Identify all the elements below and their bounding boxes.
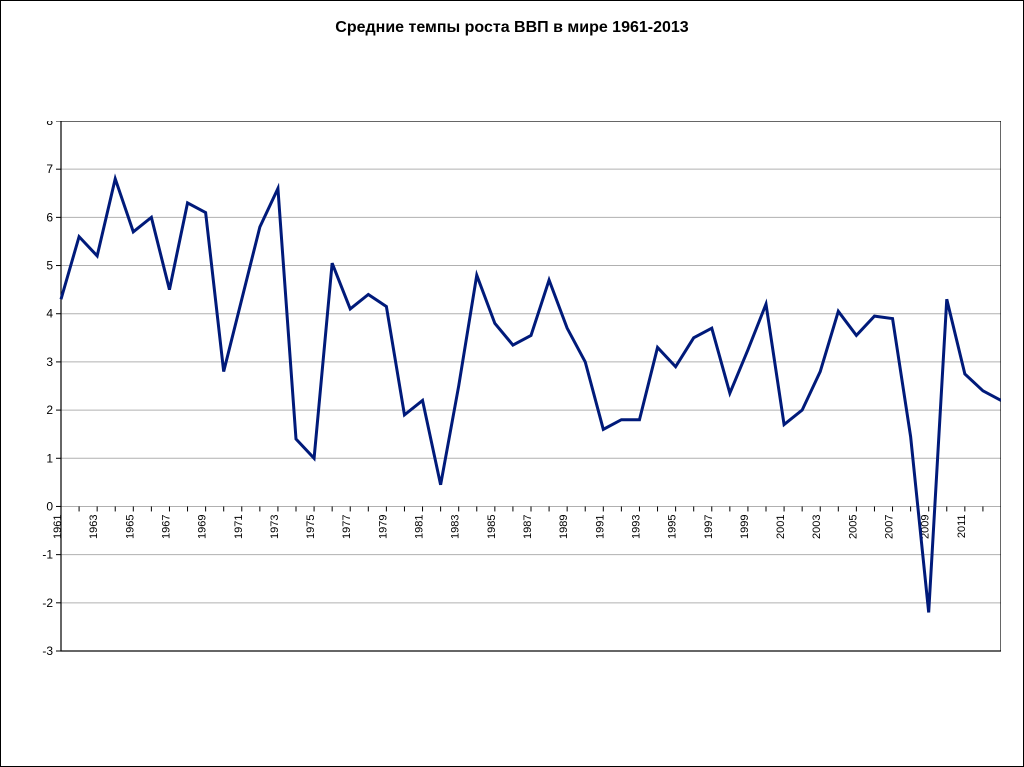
svg-text:1973: 1973 [269, 514, 281, 538]
svg-text:1979: 1979 [377, 514, 389, 538]
svg-text:2001: 2001 [775, 514, 787, 538]
svg-text:1995: 1995 [667, 514, 679, 538]
svg-text:1977: 1977 [341, 514, 353, 538]
svg-text:1967: 1967 [160, 514, 172, 538]
svg-text:2007: 2007 [884, 514, 896, 538]
svg-text:6: 6 [46, 210, 53, 224]
svg-text:7: 7 [46, 162, 53, 176]
svg-text:1999: 1999 [739, 514, 751, 538]
svg-text:-1: -1 [42, 548, 53, 562]
svg-text:2003: 2003 [811, 514, 823, 538]
svg-text:2: 2 [46, 403, 53, 417]
svg-text:8: 8 [46, 121, 53, 128]
chart-title: Средние темпы роста ВВП в мире 1961-2013 [1, 19, 1023, 37]
svg-text:1991: 1991 [594, 514, 606, 538]
svg-text:4: 4 [46, 307, 53, 321]
svg-text:1969: 1969 [197, 514, 209, 538]
svg-text:2011: 2011 [956, 514, 968, 538]
svg-text:1: 1 [46, 451, 53, 465]
svg-text:1993: 1993 [630, 514, 642, 538]
svg-text:1987: 1987 [522, 514, 534, 538]
svg-text:1961: 1961 [52, 514, 64, 538]
svg-text:-3: -3 [42, 644, 53, 658]
svg-text:1963: 1963 [88, 514, 100, 538]
svg-text:2005: 2005 [847, 514, 859, 538]
svg-text:-2: -2 [42, 596, 53, 610]
svg-text:1975: 1975 [305, 514, 317, 538]
svg-text:3: 3 [46, 355, 53, 369]
line-chart-svg: -3 -2 -1 0 1 2 3 4 5 6 7 8 1961 1963 1965 1967 1969 1971 1… [31, 121, 1001, 711]
svg-text:1983: 1983 [450, 514, 462, 538]
svg-text:1997: 1997 [703, 514, 715, 538]
svg-text:0: 0 [46, 499, 53, 513]
chart-page: Средние темпы роста ВВП в мире 1961-2013… [0, 0, 1024, 767]
svg-text:1981: 1981 [414, 514, 426, 538]
svg-text:1985: 1985 [486, 514, 498, 538]
svg-text:1965: 1965 [124, 514, 136, 538]
svg-text:1971: 1971 [233, 514, 245, 538]
svg-text:5: 5 [46, 259, 53, 273]
svg-text:1989: 1989 [558, 514, 570, 538]
chart-area: -3 -2 -1 0 1 2 3 4 5 6 7 8 1961 1963 1965 1967 1969 1971 1… [31, 121, 1001, 711]
